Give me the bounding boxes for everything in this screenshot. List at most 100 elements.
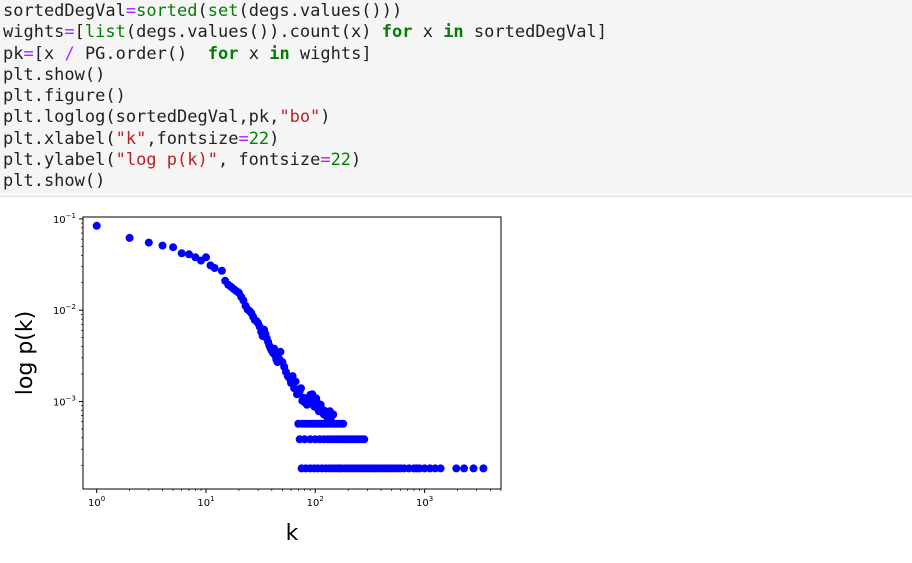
code-token: [ xyxy=(74,22,85,43)
code-token: for xyxy=(207,43,239,64)
code-token: plt.figure() xyxy=(3,86,126,107)
code-token: x xyxy=(238,43,270,64)
tick-base: 10 xyxy=(53,215,66,226)
tick-exponent: 3 xyxy=(429,495,433,503)
code-line: plt.xlabel("k",fontsize=22) xyxy=(3,129,912,150)
code-line: plt.figure() xyxy=(3,86,912,107)
tick-base: 10 xyxy=(53,306,66,317)
code-token: ) xyxy=(269,128,280,149)
code-token: set xyxy=(207,1,239,21)
data-point xyxy=(177,249,186,258)
data-point xyxy=(270,344,279,353)
tick-exponent: 2 xyxy=(319,495,323,503)
code-token: plt.show() xyxy=(3,64,106,85)
code-token: for xyxy=(381,22,413,43)
data-point xyxy=(276,347,285,356)
tick-exponent: −2 xyxy=(66,303,76,311)
data-point xyxy=(297,384,305,393)
code-token: plt.show() xyxy=(3,171,106,192)
x-tick-label: 102 xyxy=(307,495,324,509)
code-line: sortedDegVal=sorted(set(degs.values())) xyxy=(3,1,912,22)
data-point xyxy=(460,464,469,473)
code-token: 22 xyxy=(330,150,352,171)
data-point xyxy=(479,464,488,473)
code-token: , fontsize xyxy=(217,150,321,171)
y-axis-label: log p(k) xyxy=(13,311,38,395)
tick-base: 10 xyxy=(53,397,66,408)
code-token: = xyxy=(125,1,137,21)
code-token: = xyxy=(64,22,75,43)
output-area: 100 101 102 103 10−1 10−2 10−3 k log p(k) xyxy=(0,198,912,558)
data-point xyxy=(217,266,226,275)
code-token: "k" xyxy=(115,128,147,149)
tick-exponent: −1 xyxy=(66,212,76,220)
code-token: ,fontsize xyxy=(146,128,239,149)
code-token: (degs.values()).count(x) xyxy=(125,22,382,43)
code-token: list xyxy=(84,22,126,43)
data-point xyxy=(436,464,445,473)
data-point xyxy=(144,238,153,247)
code-token: wights] xyxy=(289,43,372,64)
x-tick-label: 101 xyxy=(197,495,214,509)
tick-base: 10 xyxy=(197,498,210,509)
data-point xyxy=(158,241,167,250)
data-point xyxy=(185,250,193,259)
code-token: sortedDegVal] xyxy=(463,22,607,43)
code-line: plt.loglog(sortedDegVal,pk,"bo") xyxy=(3,107,912,128)
data-point xyxy=(469,464,478,473)
code-token: pk xyxy=(3,43,24,64)
y-tick-label: 10−3 xyxy=(53,394,76,408)
data-point xyxy=(125,233,134,242)
data-points xyxy=(92,221,488,473)
data-point xyxy=(202,253,210,262)
data-point xyxy=(92,221,101,230)
data-point xyxy=(210,264,219,272)
tick-base: 10 xyxy=(307,498,320,509)
data-point xyxy=(360,435,369,444)
code-token: [x xyxy=(33,43,65,64)
plot-frame xyxy=(82,216,502,490)
code-token: "bo" xyxy=(279,107,321,128)
code-line: plt.ylabel("log p(k)", fontsize=22) xyxy=(3,150,912,171)
code-token: sortedDegVal xyxy=(3,1,126,21)
data-point xyxy=(291,377,300,386)
code-token: = xyxy=(320,150,331,171)
data-point xyxy=(452,464,461,473)
data-point xyxy=(300,435,309,444)
data-point xyxy=(169,243,178,252)
x-tick-label: 103 xyxy=(416,495,433,509)
code-token: in xyxy=(269,43,290,64)
code-line: pk=[x / PG.order() for x in wights] xyxy=(3,44,912,65)
code-lines: sortedDegVal=sorted(set(degs.values())) w… xyxy=(3,1,912,193)
y-tick-label: 10−1 xyxy=(53,212,76,226)
code-token: ( xyxy=(197,1,208,21)
code-token: wights xyxy=(3,22,65,43)
code-line: plt.show() xyxy=(3,171,912,192)
code-token: 22 xyxy=(248,128,270,149)
code-token: / xyxy=(64,43,75,64)
tick-exponent: 0 xyxy=(101,495,105,503)
code-token: (degs.values())) xyxy=(238,1,403,21)
code-token: plt.ylabel( xyxy=(3,150,116,171)
tick-exponent: −3 xyxy=(66,394,76,402)
code-line: plt.show() xyxy=(3,65,912,86)
code-token: sorted xyxy=(136,1,198,21)
y-tick-label: 10−2 xyxy=(53,303,76,317)
data-point xyxy=(339,419,348,428)
code-cell[interactable]: sortedDegVal=sorted(set(degs.values())) w… xyxy=(0,0,912,197)
x-tick-label: 100 xyxy=(88,495,105,509)
tick-base: 10 xyxy=(88,498,101,509)
code-token: x xyxy=(412,22,444,43)
code-token: plt.loglog(sortedDegVal,pk, xyxy=(3,107,280,128)
x-axis-label: k xyxy=(286,521,299,546)
code-token: PG.order() xyxy=(74,43,208,64)
code-token: "log p(k)" xyxy=(115,150,218,171)
code-token: = xyxy=(23,43,34,64)
code-token: ) xyxy=(320,107,331,128)
code-token: plt.xlabel( xyxy=(3,128,116,149)
tick-exponent: 1 xyxy=(210,495,214,503)
code-token: ) xyxy=(351,150,362,171)
data-point xyxy=(329,410,338,419)
